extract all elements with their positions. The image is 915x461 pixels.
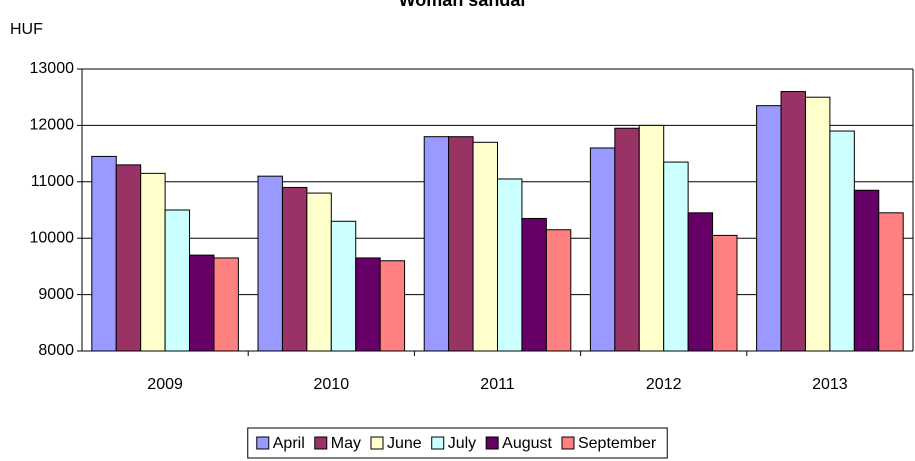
bar bbox=[638, 124, 665, 352]
legend-swatch bbox=[431, 436, 445, 450]
y-tick-label: 10000 bbox=[30, 229, 75, 246]
y-tick-label: 12000 bbox=[30, 117, 75, 134]
bar bbox=[756, 105, 782, 352]
chart-title: Woman sandal bbox=[399, 0, 526, 10]
legend-label: May bbox=[331, 435, 361, 452]
legend-label: June bbox=[387, 435, 422, 452]
bar bbox=[589, 147, 616, 352]
y-axis-label: HUF bbox=[10, 21, 43, 38]
bar bbox=[448, 136, 474, 352]
legend-swatch bbox=[561, 436, 575, 450]
legend-swatch bbox=[370, 436, 384, 450]
bar bbox=[497, 178, 523, 352]
bar bbox=[712, 234, 738, 352]
bar bbox=[189, 254, 215, 352]
legend-swatch bbox=[314, 436, 328, 450]
x-tick-label: 2009 bbox=[147, 376, 183, 393]
bar bbox=[804, 96, 831, 352]
x-tick-label: 2012 bbox=[646, 376, 682, 393]
bar bbox=[164, 209, 191, 352]
legend-label: April bbox=[273, 435, 305, 452]
bar bbox=[663, 161, 689, 352]
bar bbox=[355, 257, 381, 352]
bar bbox=[687, 212, 714, 352]
x-tick-label: 2010 bbox=[314, 376, 350, 393]
bar bbox=[853, 189, 880, 352]
bar bbox=[829, 130, 855, 352]
bar bbox=[379, 260, 406, 352]
bar bbox=[521, 217, 547, 352]
legend-label: August bbox=[502, 435, 552, 452]
bar bbox=[614, 127, 640, 352]
legend-label: July bbox=[448, 435, 476, 452]
bar bbox=[878, 212, 904, 352]
y-tick-label: 11000 bbox=[31, 173, 74, 190]
legend-swatch bbox=[256, 436, 270, 450]
bar bbox=[115, 164, 142, 352]
bar bbox=[423, 136, 450, 352]
legend: April May June July August September bbox=[247, 427, 668, 459]
y-tick-label: 8000 bbox=[38, 342, 74, 359]
bar bbox=[330, 220, 357, 352]
y-tick-label: 9000 bbox=[38, 286, 74, 303]
bar bbox=[91, 155, 117, 352]
legend-label: September bbox=[578, 435, 657, 452]
bar bbox=[281, 186, 308, 352]
y-tick-label: 13000 bbox=[30, 60, 75, 77]
x-tick-label: 2013 bbox=[812, 376, 848, 393]
bar bbox=[472, 141, 499, 352]
bar bbox=[780, 91, 806, 352]
bar bbox=[306, 192, 332, 352]
legend-swatch bbox=[485, 436, 499, 450]
bar bbox=[140, 172, 166, 352]
bar bbox=[545, 229, 572, 352]
x-tick-label: 2011 bbox=[480, 376, 515, 393]
bar bbox=[257, 175, 283, 352]
bar bbox=[213, 257, 239, 352]
